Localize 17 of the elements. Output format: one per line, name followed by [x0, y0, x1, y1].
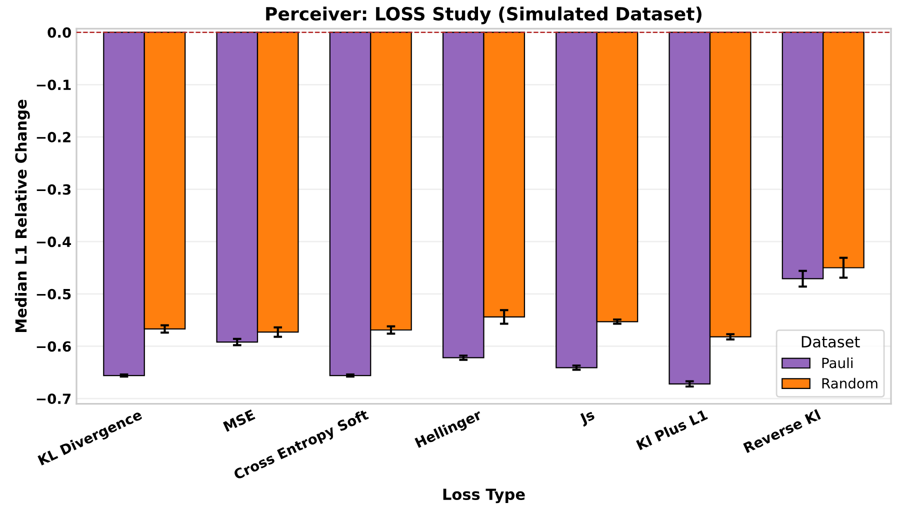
y-axis-title: Median L1 Relative Change [14, 100, 30, 332]
legend-title: Dataset [802, 336, 860, 348]
y-tick-label: −0.4 [36, 236, 71, 248]
x-tick-label: Js [578, 409, 596, 427]
y-tick-label: −0.1 [36, 80, 71, 90]
y-tick-label: 0.0 [48, 27, 71, 38]
y-tick-label: −0.7 [36, 394, 71, 404]
x-axis-title: Loss Type [443, 488, 525, 504]
chart-title: Perceiver: LOSS Study (Simulated Dataset) [266, 6, 702, 24]
y-tick-label: −0.2 [36, 132, 70, 142]
x-tick-label: Kl Plus L1 [636, 409, 708, 450]
legend-label: Pauli [822, 357, 852, 368]
x-tick-label: MSE [222, 409, 256, 432]
y-tick-label: −0.6 [36, 341, 71, 352]
y-tick-label: −0.5 [36, 288, 71, 300]
y-tick-label: −0.3 [36, 184, 71, 195]
legend-label: Random [822, 378, 878, 389]
